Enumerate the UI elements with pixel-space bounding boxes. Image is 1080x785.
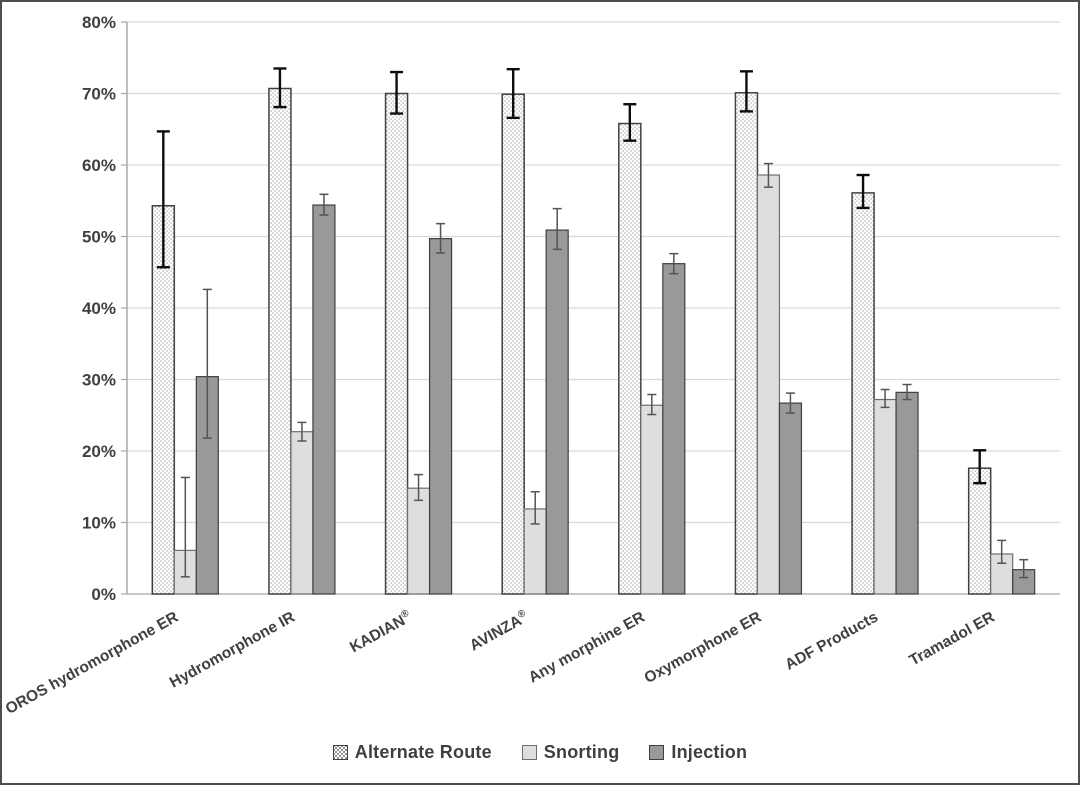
bar-injection — [895, 391, 919, 595]
snorting-swatch-icon — [521, 745, 537, 760]
bar-snorting — [406, 487, 431, 595]
bar-injection — [312, 204, 336, 595]
alternate-route-swatch-icon — [332, 745, 348, 760]
legend-label-alternate-route: Alternate Route — [354, 742, 492, 762]
y-axis-tick-label: 60% — [82, 156, 116, 175]
y-axis-tick-label: 50% — [82, 228, 116, 247]
bar-snorting — [756, 174, 781, 595]
x-axis-label: Tramadol ER — [907, 609, 998, 670]
bar-injection — [778, 402, 803, 595]
y-axis-tick-label: 0% — [91, 585, 116, 604]
bar-snorting — [640, 404, 664, 595]
x-axis-label: Any morphine ER — [526, 609, 648, 687]
bar-alternate-route — [851, 192, 875, 595]
x-axis-label: Hydromorphone IR — [167, 609, 298, 692]
bar-injection — [662, 263, 686, 595]
bar-alternate-route — [734, 92, 759, 595]
y-axis-tick-label: 30% — [82, 371, 116, 390]
x-axis-label: ADF Products — [782, 609, 881, 674]
y-axis-tick-label: 80% — [82, 13, 116, 32]
x-axis-label: OROS hydromorphone ER — [3, 609, 181, 718]
y-axis-tick-label: 20% — [82, 442, 116, 461]
bar-alternate-route — [384, 92, 409, 595]
y-axis-tick-label: 70% — [82, 85, 116, 104]
injection-swatch-icon — [649, 745, 665, 760]
bar-snorting — [873, 398, 897, 595]
bar-alternate-route — [268, 87, 292, 595]
bar-snorting — [290, 431, 314, 595]
bar-injection — [428, 238, 453, 595]
bar-alternate-route — [618, 122, 642, 595]
bar-injection — [545, 229, 569, 595]
legend-item-snorting: Snorting — [521, 742, 620, 763]
bar-alternate-route — [967, 467, 992, 595]
y-axis-tick-label: 40% — [82, 299, 116, 318]
legend-label-snorting: Snorting — [543, 742, 620, 762]
legend-item-alternate-route: Alternate Route — [332, 742, 492, 763]
x-axis-label: Oxymorphone ER — [642, 609, 765, 687]
x-axis-label: KADIAN® — [347, 607, 415, 656]
y-axis-tick-label: 10% — [82, 514, 116, 533]
legend-label-injection: Injection — [671, 742, 748, 762]
bar-alternate-route — [501, 93, 525, 595]
legend-item-injection: Injection — [649, 742, 747, 763]
x-axis-label: AVINZA® — [466, 607, 531, 654]
chart-legend: Alternate Route Snorting Injection — [2, 742, 1078, 763]
